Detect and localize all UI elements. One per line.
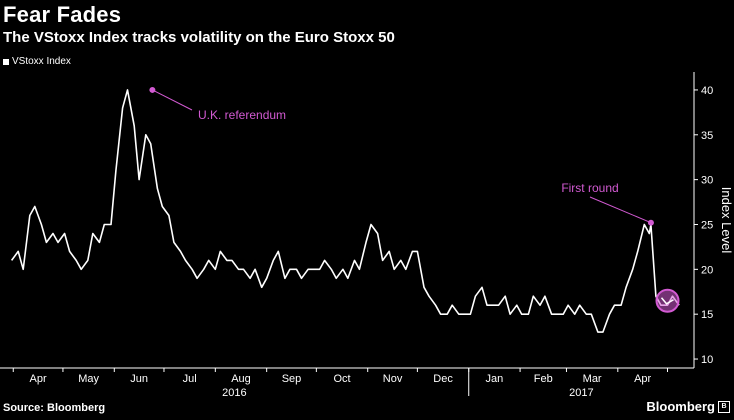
y-axis-title: Index Level: [719, 187, 734, 254]
y-tick-label: 10: [701, 354, 713, 366]
axes: [0, 72, 695, 369]
x-tick-label: May: [78, 373, 99, 385]
series-line: [10, 89, 680, 333]
legend: VStoxx Index: [3, 56, 71, 67]
legend-swatch: [3, 58, 9, 65]
annotation-marker: [647, 219, 654, 226]
chart-title: Fear Fades: [3, 2, 122, 27]
legend-label: VStoxx Index: [12, 56, 71, 67]
x-tick-label: Apr: [634, 373, 651, 385]
x-tick-label: Sep: [282, 373, 302, 385]
y-tick-label: 40: [701, 85, 713, 97]
y-tick-label: 25: [701, 219, 713, 231]
x-tick-label: Feb: [534, 373, 553, 385]
y-tick-label: 15: [701, 309, 713, 321]
x-tick-label: Aug: [231, 373, 251, 385]
x-tick-label: Jul: [183, 373, 197, 385]
brand-mark-icon: B: [718, 400, 730, 413]
annotation-leader: [152, 89, 193, 111]
x-tick-label: Jun: [130, 373, 148, 385]
series-group: [10, 89, 680, 333]
x-tick-label: Mar: [583, 373, 602, 385]
y-tick-label: 20: [701, 264, 713, 276]
x-axis-ticks: Apr May Jun Jul Aug Sep Oct Nov Dec Jan Feb Mar Apr 2…: [12, 368, 668, 399]
x-tick-label: Dec: [433, 373, 453, 385]
annotation-label: First round: [561, 181, 618, 195]
highlight-trace: [660, 297, 674, 305]
annotation-label: U.K. referendum: [198, 108, 286, 122]
x-tick-label: Oct: [333, 373, 350, 385]
y-axis-ticks: 10 15 20 25 30 35 40: [694, 85, 713, 366]
annotation-marker: [149, 86, 156, 93]
brand-name: Bloomberg: [646, 399, 715, 414]
chart-subtitle: The VStoxx Index tracks volatility on th…: [3, 29, 395, 46]
x-tick-label: Jan: [486, 373, 504, 385]
annotation-leader: [589, 196, 652, 224]
x-tick-label: Apr: [30, 373, 47, 385]
source-note: Source: Bloomberg: [3, 402, 106, 414]
x-tick-label: Nov: [383, 373, 403, 385]
brand-logo: Bloomberg B: [646, 399, 730, 414]
y-tick-label: 30: [701, 175, 713, 187]
annotations-group: U.K. referendum First round: [149, 86, 680, 313]
y-tick-label: 35: [701, 130, 713, 142]
highlight-circle: [655, 288, 680, 313]
x-year-label: 2016: [222, 387, 246, 399]
x-year-label: 2017: [569, 387, 593, 399]
